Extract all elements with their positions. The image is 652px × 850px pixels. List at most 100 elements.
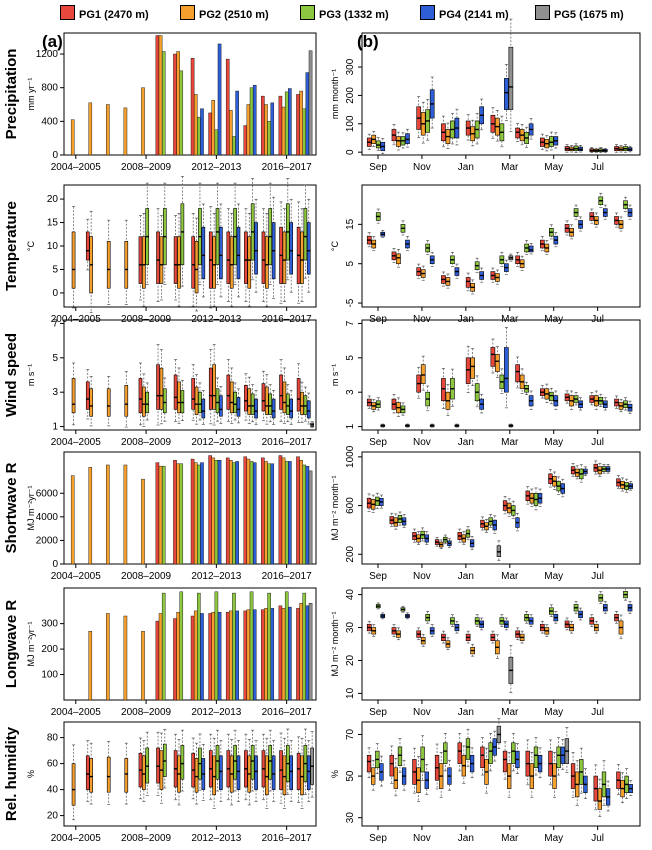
- row-title: Wind speed: [3, 333, 20, 417]
- box-body: [247, 388, 252, 415]
- box-body: [191, 236, 196, 289]
- box-body: [495, 354, 500, 372]
- y-axis-unit: m s⁻¹: [26, 364, 36, 386]
- box-body: [282, 231, 287, 284]
- x-tick-label: 2012–2013: [191, 571, 241, 582]
- legend-swatch: [535, 5, 550, 20]
- bar-pg3: [161, 465, 166, 565]
- x-tick-label: Jan: [458, 833, 474, 844]
- bar-pg3: [214, 591, 219, 701]
- box-body: [268, 745, 273, 780]
- bar-pg2: [229, 460, 233, 565]
- box-body: [261, 383, 266, 412]
- bar-pg2: [299, 603, 303, 701]
- y-tick-label: 0: [52, 288, 58, 299]
- box-body: [441, 378, 446, 402]
- legend-label: PG1 (2470 m): [79, 9, 149, 21]
- bar-pg2: [106, 104, 110, 156]
- y-axis-unit: MJ m⁻² month⁻¹: [330, 611, 340, 676]
- box-body: [201, 398, 206, 419]
- row-title: Precipitation: [3, 49, 20, 140]
- row-title: Temperature: [3, 201, 20, 291]
- box-body: [300, 755, 304, 796]
- y-tick-label: 100: [345, 115, 356, 132]
- y-axis-unit: MJ m⁻²yr⁻¹: [26, 622, 36, 667]
- box-body: [124, 385, 129, 417]
- plot-frame: [63, 319, 317, 431]
- box-body: [106, 241, 111, 289]
- box-body: [289, 755, 294, 790]
- y-axis-unit: mm yr⁻¹: [26, 78, 36, 111]
- box-body: [236, 226, 241, 280]
- box-body: [194, 386, 199, 415]
- bar-pg4: [288, 88, 292, 156]
- box-body: [85, 755, 90, 790]
- x-tick-label: 2008–2009: [121, 437, 171, 448]
- bar-pg3: [232, 136, 236, 156]
- bar-pg2: [141, 478, 145, 565]
- y-tick-label: 20: [47, 811, 59, 822]
- bar-pg4: [288, 461, 292, 565]
- y-tick-label: 100: [41, 670, 58, 681]
- bar-pg5: [308, 470, 313, 565]
- bar-pg3: [284, 91, 289, 156]
- chart-rh-annual: 20 40 60 80% Rel. humidity 2004–2005 2008–2009…: [3, 721, 317, 844]
- x-tick-label: 2012–2013: [191, 833, 241, 844]
- bar-pg3: [197, 592, 201, 701]
- y-tick-label: 0: [52, 150, 58, 161]
- bar-pg4: [288, 606, 292, 701]
- box-body: [488, 742, 493, 764]
- box-body: [306, 222, 311, 275]
- box-body: [268, 393, 273, 415]
- x-tick-label: 2008–2009: [121, 707, 171, 718]
- bar-pg4: [235, 461, 239, 565]
- box-body: [457, 742, 462, 764]
- x-tick-label: Nov: [413, 707, 431, 718]
- bar-pg1: [155, 620, 160, 701]
- legend-label: PG3 (1332 m): [319, 9, 389, 21]
- y-axis-unit: mm month⁻¹: [330, 69, 340, 119]
- bar-pg2: [264, 104, 268, 156]
- bar-pg2: [246, 458, 251, 565]
- box-body: [89, 758, 93, 793]
- box-body: [504, 347, 509, 393]
- bar-pg1: [208, 613, 212, 701]
- bar-pg3: [267, 463, 271, 565]
- box-body: [219, 226, 223, 280]
- y-tick-label: 1: [52, 422, 58, 433]
- bar-pg3: [179, 70, 184, 156]
- box-body: [549, 391, 554, 402]
- box-body: [511, 742, 516, 764]
- x-tick-label: Jul: [591, 162, 604, 173]
- box-body: [180, 745, 185, 780]
- box-body: [515, 127, 520, 139]
- box-body: [393, 767, 399, 789]
- box-body: [443, 742, 448, 764]
- bar-pg4: [305, 605, 310, 701]
- x-tick-label: Nov: [413, 437, 431, 448]
- bar-pg1: [155, 35, 160, 156]
- bar-pg4: [235, 610, 239, 701]
- x-tick-label: Jan: [458, 437, 474, 448]
- legend-item-pg3: PG3 (1332 m): [300, 5, 389, 21]
- y-tick-label: 10: [47, 241, 59, 252]
- box-body: [198, 391, 202, 414]
- bar-pg2: [176, 51, 180, 156]
- box-body: [480, 746, 485, 769]
- y-axis-unit: m s⁻¹: [330, 364, 340, 386]
- legend-item-pg4: PG4 (2141 m): [420, 5, 509, 21]
- box-body: [396, 136, 401, 147]
- bar-pg4: [270, 463, 275, 565]
- box-body: [490, 347, 496, 367]
- bar-pg2: [141, 87, 145, 156]
- bar-pg4: [200, 108, 204, 156]
- bar-pg4: [252, 609, 257, 701]
- bar-pg1: [243, 456, 248, 565]
- box-body: [212, 236, 216, 289]
- box-body: [289, 222, 294, 275]
- box-body: [282, 755, 287, 796]
- y-tick-label: 200: [345, 87, 356, 104]
- bar-pg2: [123, 107, 128, 156]
- plot-frame: [361, 451, 641, 565]
- bar-pg4: [270, 608, 275, 701]
